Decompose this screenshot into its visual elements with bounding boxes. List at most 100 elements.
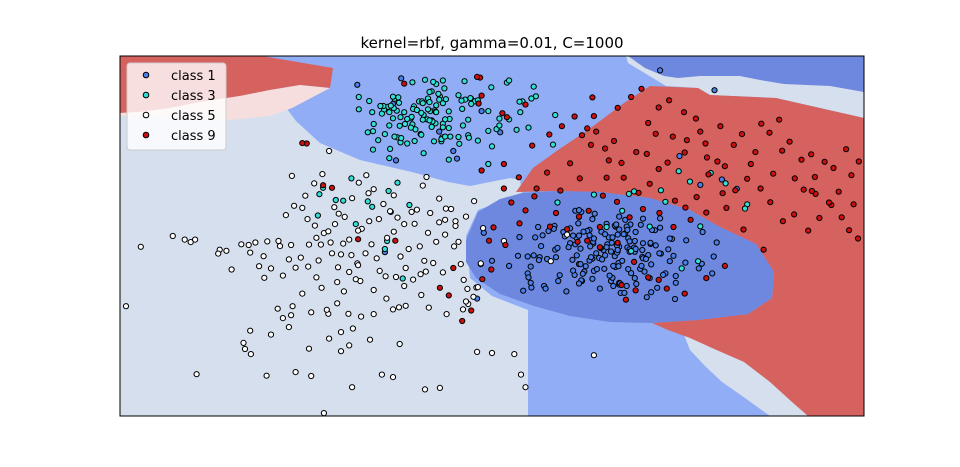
point-class-5 <box>348 252 355 259</box>
point-class-9 <box>478 167 485 174</box>
point-class-1 <box>614 246 621 254</box>
point-class-9 <box>669 133 676 140</box>
point-class-1 <box>582 263 589 270</box>
point-class-5 <box>448 205 455 213</box>
point-class-3 <box>485 127 492 134</box>
point-class-9 <box>576 175 583 182</box>
point-class-9 <box>638 85 645 92</box>
point-class-5 <box>319 171 326 178</box>
point-class-3 <box>387 145 394 152</box>
legend-entry-class-5: class 5 <box>142 109 216 124</box>
point-class-3 <box>513 126 520 133</box>
point-class-9 <box>643 150 650 157</box>
point-class-3 <box>590 191 598 198</box>
point-class-9 <box>646 180 653 187</box>
point-class-5 <box>349 195 356 202</box>
point-class-3 <box>554 199 561 206</box>
point-class-1 <box>641 268 648 275</box>
point-class-9 <box>747 160 755 168</box>
point-class-9 <box>558 123 566 130</box>
point-class-1 <box>602 252 609 259</box>
point-class-3 <box>314 212 321 219</box>
point-class-5 <box>363 172 370 179</box>
point-class-1 <box>632 228 639 236</box>
point-class-1 <box>575 220 582 227</box>
point-class-5 <box>402 264 409 272</box>
point-class-9 <box>693 194 700 201</box>
point-class-1 <box>631 237 638 245</box>
point-class-5 <box>352 276 359 283</box>
point-class-3 <box>377 102 384 110</box>
point-class-3 <box>395 99 403 106</box>
legend-entry-class-9: class 9 <box>142 129 216 144</box>
point-class-1 <box>616 226 623 233</box>
point-class-3 <box>397 114 404 121</box>
point-class-9 <box>703 209 710 216</box>
point-class-9 <box>760 246 767 253</box>
point-class-9 <box>680 109 688 116</box>
point-class-5 <box>390 192 397 199</box>
point-class-9 <box>468 307 475 314</box>
point-class-5 <box>443 311 450 318</box>
point-class-1 <box>520 287 527 294</box>
point-class-1 <box>436 128 443 135</box>
point-class-5 <box>256 263 263 270</box>
point-class-9 <box>546 131 553 138</box>
point-class-9 <box>670 223 677 231</box>
point-class-1 <box>589 216 596 223</box>
point-class-9 <box>320 182 327 189</box>
point-class-5 <box>302 192 309 199</box>
point-class-5 <box>459 306 467 313</box>
point-class-1 <box>665 246 672 253</box>
point-class-3 <box>436 96 443 103</box>
point-class-1 <box>711 87 718 94</box>
point-class-9 <box>571 113 578 120</box>
point-class-1 <box>586 232 593 239</box>
point-class-9 <box>622 296 630 303</box>
point-class-1 <box>608 239 615 246</box>
point-class-5 <box>340 288 347 295</box>
point-class-9 <box>811 173 819 181</box>
point-class-1 <box>579 270 586 277</box>
point-class-9 <box>645 274 652 281</box>
point-class-9 <box>717 123 724 130</box>
point-class-1 <box>695 265 702 272</box>
point-class-1 <box>554 244 561 251</box>
point-class-1 <box>591 210 598 217</box>
point-class-3 <box>459 105 466 113</box>
point-class-3 <box>445 124 452 132</box>
point-class-5 <box>291 202 298 209</box>
point-class-9 <box>544 169 551 176</box>
point-class-1 <box>532 234 539 241</box>
point-class-1 <box>639 215 647 222</box>
point-class-5 <box>267 265 275 272</box>
point-class-9 <box>436 284 443 291</box>
point-class-9 <box>714 158 721 165</box>
point-class-5 <box>401 221 408 228</box>
point-class-1 <box>539 232 546 239</box>
point-class-1 <box>709 270 716 277</box>
point-class-5 <box>383 295 390 302</box>
point-class-1 <box>697 181 704 188</box>
point-class-9 <box>605 157 612 164</box>
point-class-9 <box>574 238 581 245</box>
point-class-5 <box>263 372 270 379</box>
point-class-3 <box>506 77 513 84</box>
point-class-5 <box>436 219 443 226</box>
point-class-1 <box>575 280 583 287</box>
point-class-9 <box>683 137 691 144</box>
point-class-3 <box>395 94 402 101</box>
point-class-1 <box>699 228 706 236</box>
point-class-3 <box>468 100 475 108</box>
point-class-9 <box>703 154 711 161</box>
point-class-5 <box>522 384 529 391</box>
point-class-5 <box>340 240 347 247</box>
point-class-5 <box>305 263 312 270</box>
point-class-9 <box>854 235 862 242</box>
point-class-3 <box>458 97 465 104</box>
point-class-5 <box>380 200 387 208</box>
point-class-5 <box>292 264 299 271</box>
point-class-9 <box>590 113 598 120</box>
point-class-1 <box>657 224 664 231</box>
point-class-9 <box>522 207 529 214</box>
